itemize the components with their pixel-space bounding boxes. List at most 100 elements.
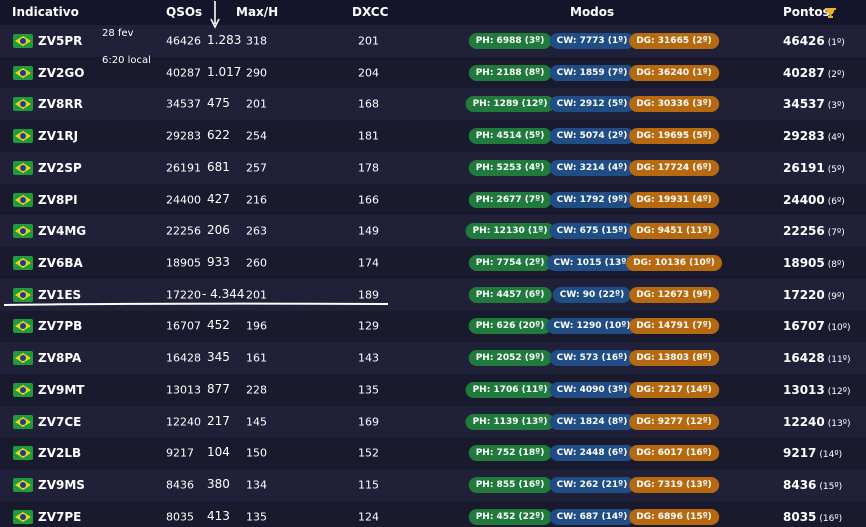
cw-pill: CW: 1824 (8º) [549, 413, 635, 430]
table-row: ZV2LB 9217 104 150 152 PH: 752 (18º) CW: 2448 … [0, 437, 866, 471]
dxcc: 169 [358, 415, 379, 429]
qsos: 16428 [166, 351, 201, 365]
ph-pill: PH: 626 (20º) [468, 318, 552, 335]
header-qsos: QSOs [166, 5, 203, 19]
qsos: 29283 [166, 129, 201, 143]
table-row: ZV2GO 40287 1.017 290 204 PH: 2188 (8º) CW: 18… [0, 56, 866, 90]
rank: (15º) [819, 482, 843, 493]
callsign: ZV4MG [38, 224, 87, 239]
table-row: ZV2SP 26191 681 257 178 PH: 5253 (4º) CW: 3214… [0, 151, 866, 185]
callsign: ZV2GO [38, 65, 85, 80]
table-row: ZV9MS 8436 380 134 115 PH: 855 (16º) CW: 262 (… [0, 469, 866, 502]
max-h: 257 [246, 161, 267, 175]
callsign: ZV1RJ [38, 129, 79, 144]
points-value: 9217 [783, 446, 817, 461]
callsign: ZV7CE [38, 414, 82, 429]
ph-pill: PH: 752 (18º) [468, 445, 552, 462]
callsign: ZV8PA [38, 351, 82, 366]
max-h: 318 [246, 34, 267, 48]
dg-pill: DG: 30336 (3º) [629, 96, 719, 113]
table-row: ZV5PR 46426 1.283 318 201 PH: 6988 (3º) CW: 77… [0, 25, 866, 58]
callsign: ZV8RR [38, 97, 83, 112]
annotation-time: 6:20 local [102, 55, 151, 66]
points-value: 22256 [783, 224, 825, 239]
dxcc: 189 [358, 288, 379, 302]
ph-pill: PH: 452 (22º) [468, 508, 552, 525]
max-h: 260 [246, 256, 267, 270]
points-value: 16707 [783, 319, 825, 334]
flag-icon [13, 255, 33, 270]
flag-icon [13, 160, 33, 175]
points-value: 24400 [783, 192, 825, 207]
max-h: 201 [246, 97, 267, 111]
callsign: ZV6BA [38, 255, 83, 270]
callsign: ZV7PB [38, 319, 83, 334]
flag-icon [13, 319, 33, 334]
qsos: 26191 [166, 161, 201, 175]
dg-pill: DG: 31665 (2º) [629, 32, 719, 49]
qsos: 9217 [166, 446, 194, 460]
points: 17220 (9º) [783, 288, 845, 302]
max-h: 263 [246, 224, 267, 238]
rank: (14º) [819, 450, 843, 461]
flag-icon [13, 287, 33, 302]
ph-pill: PH: 5253 (4º) [468, 159, 552, 176]
max-h: 150 [246, 446, 267, 460]
qso-delta: 104 [207, 445, 230, 460]
table-row: ZV7PE 8035 413 135 124 PH: 452 (22º) CW: 687 (… [0, 500, 866, 527]
ph-pill: PH: 2188 (8º) [468, 64, 552, 81]
points-value: 16428 [783, 351, 825, 366]
rank: (2º) [827, 69, 845, 80]
qsos: 22256 [166, 224, 201, 238]
dg-pill: DG: 14791 (7º) [629, 318, 719, 335]
rank: (3º) [827, 101, 845, 112]
rank: (8º) [827, 259, 845, 270]
dg-pill: DG: 13803 (8º) [629, 350, 719, 367]
max-h: 290 [246, 66, 267, 80]
header-callsign: Indicativo [12, 5, 79, 19]
qso-delta: 413 [207, 508, 230, 523]
points-value: 8436 [783, 478, 817, 493]
ph-pill: PH: 4457 (6º) [468, 286, 552, 303]
max-h: 145 [246, 415, 267, 429]
cw-pill: CW: 1792 (9º) [549, 191, 635, 208]
points: 40287 (2º) [783, 66, 845, 80]
dg-pill: DG: 36240 (1º) [629, 64, 719, 81]
dg-pill: DG: 9277 (12º) [629, 413, 719, 430]
callsign: ZV7PE [38, 509, 82, 524]
flag-icon [13, 97, 33, 112]
flag-icon [13, 224, 33, 239]
dxcc: 149 [358, 224, 379, 238]
cw-pill: CW: 90 (22º) [552, 286, 632, 303]
points-value: 8035 [783, 509, 817, 524]
dg-pill: DG: 6017 (16º) [629, 445, 719, 462]
rank: (1º) [827, 37, 845, 48]
points: 26191 (5º) [783, 161, 845, 175]
cw-pill: CW: 675 (15º) [549, 223, 635, 240]
flag-icon [13, 192, 33, 207]
dg-pill: DG: 9451 (11º) [629, 223, 719, 240]
qsos: 46426 [166, 34, 201, 48]
dxcc: 135 [358, 383, 379, 397]
callsign: ZV5PR [38, 33, 83, 48]
table-row: ZV6BA 18905 933 260 174 PH: 7754 (2º) CW: 1015… [0, 247, 866, 280]
points: 24400 (6º) [783, 193, 845, 207]
points-value: 18905 [783, 255, 825, 270]
table-row: ZV7PB 16707 452 196 129 PH: 626 (20º) CW: 1290… [0, 310, 866, 344]
points: 16707 (10º) [783, 319, 850, 333]
max-h: 161 [246, 351, 267, 365]
dxcc: 181 [358, 129, 379, 143]
cw-pill: CW: 1015 (13º) [546, 254, 638, 271]
dxcc: 129 [358, 319, 379, 333]
flag-icon [13, 129, 33, 144]
callsign: ZV8PI [38, 192, 78, 207]
rank: (12º) [827, 386, 851, 397]
trophy-icon [825, 8, 836, 18]
dg-pill: DG: 7319 (13º) [629, 477, 719, 494]
points: 16428 (11º) [783, 351, 850, 365]
dxcc: 204 [358, 66, 379, 80]
callsign: ZV2SP [38, 160, 82, 175]
ph-pill: PH: 7754 (2º) [468, 254, 552, 271]
points-value: 13013 [783, 382, 825, 397]
